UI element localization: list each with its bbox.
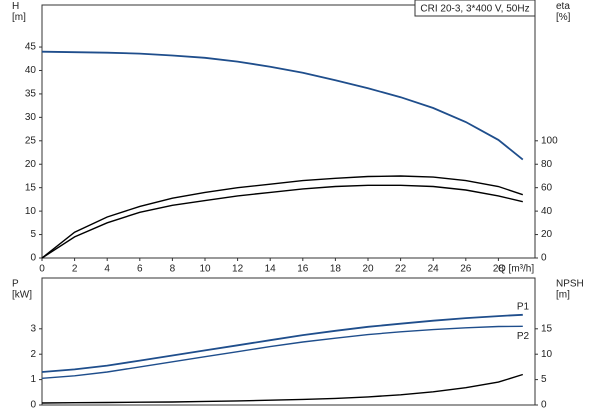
y2-axis-label: eta	[556, 1, 570, 12]
x-tick-label: 12	[232, 264, 244, 275]
curve	[41, 313, 523, 373]
y-tick-label: 20	[25, 159, 37, 170]
series-label: P1	[517, 301, 530, 312]
y-tick-label: 45	[25, 42, 37, 53]
x-tick-label: 4	[104, 264, 110, 275]
y2-axis-unit: [m]	[556, 290, 570, 301]
y2-tick-label: 100	[541, 135, 558, 146]
x-tick-label: 14	[265, 264, 277, 275]
y-tick-label: 2	[30, 349, 36, 360]
y-tick-label: 15	[25, 182, 37, 193]
y2-tick-label: 0	[541, 253, 547, 264]
curve	[41, 50, 524, 161]
y-axis-unit: [kW]	[12, 290, 32, 301]
y2-tick-label: 10	[541, 349, 553, 360]
x-tick-label: 22	[395, 264, 407, 275]
y-tick-label: 25	[25, 135, 37, 146]
y2-tick-label: 15	[541, 323, 553, 334]
y-tick-label: 0	[30, 253, 36, 264]
chart-title: CRI 20-3, 3*400 V, 50Hz	[420, 4, 529, 15]
y-tick-label: 30	[25, 112, 37, 123]
x-tick-label: 26	[460, 264, 472, 275]
y-tick-label: 40	[25, 65, 37, 76]
y2-tick-label: 80	[541, 159, 553, 170]
y-axis-label: H	[12, 1, 19, 12]
y-tick-label: 10	[25, 206, 37, 217]
series-label: P2	[517, 331, 530, 342]
curve	[41, 175, 524, 259]
curve	[41, 184, 523, 259]
top-plot-frame	[41, 4, 536, 259]
y2-axis-label: NPSH	[556, 279, 584, 290]
y2-tick-label: 40	[541, 206, 553, 217]
title-box	[414, 0, 536, 17]
x-axis-label: Q [m³/h]	[498, 264, 534, 275]
y-axis-unit: [m]	[12, 12, 26, 23]
y-tick-label: 1	[30, 374, 36, 385]
y-axis-label: P	[12, 279, 19, 290]
y-tick-label: 5	[30, 229, 36, 240]
x-tick-label: 16	[297, 264, 309, 275]
x-tick-label: 2	[72, 264, 78, 275]
x-tick-label: 28	[493, 264, 505, 275]
y-tick-label: 35	[25, 89, 37, 100]
x-tick-label: 18	[330, 264, 342, 275]
curve	[41, 373, 524, 404]
x-tick-label: 8	[170, 264, 176, 275]
y2-tick-label: 60	[541, 182, 553, 193]
curve	[41, 325, 523, 379]
x-tick-label: 24	[428, 264, 440, 275]
x-tick-label: 20	[362, 264, 374, 275]
x-tick-label: 10	[199, 264, 211, 275]
y2-tick-label: 5	[541, 374, 547, 385]
x-tick-label: 0	[39, 264, 45, 275]
y2-axis-unit: [%]	[556, 12, 571, 23]
y2-tick-label: 0	[541, 400, 547, 411]
y-tick-label: 3	[30, 323, 36, 334]
bottom-plot-frame	[41, 277, 536, 406]
x-tick-label: 6	[137, 264, 143, 275]
y2-tick-label: 20	[541, 229, 553, 240]
y-tick-label: 0	[30, 400, 36, 411]
